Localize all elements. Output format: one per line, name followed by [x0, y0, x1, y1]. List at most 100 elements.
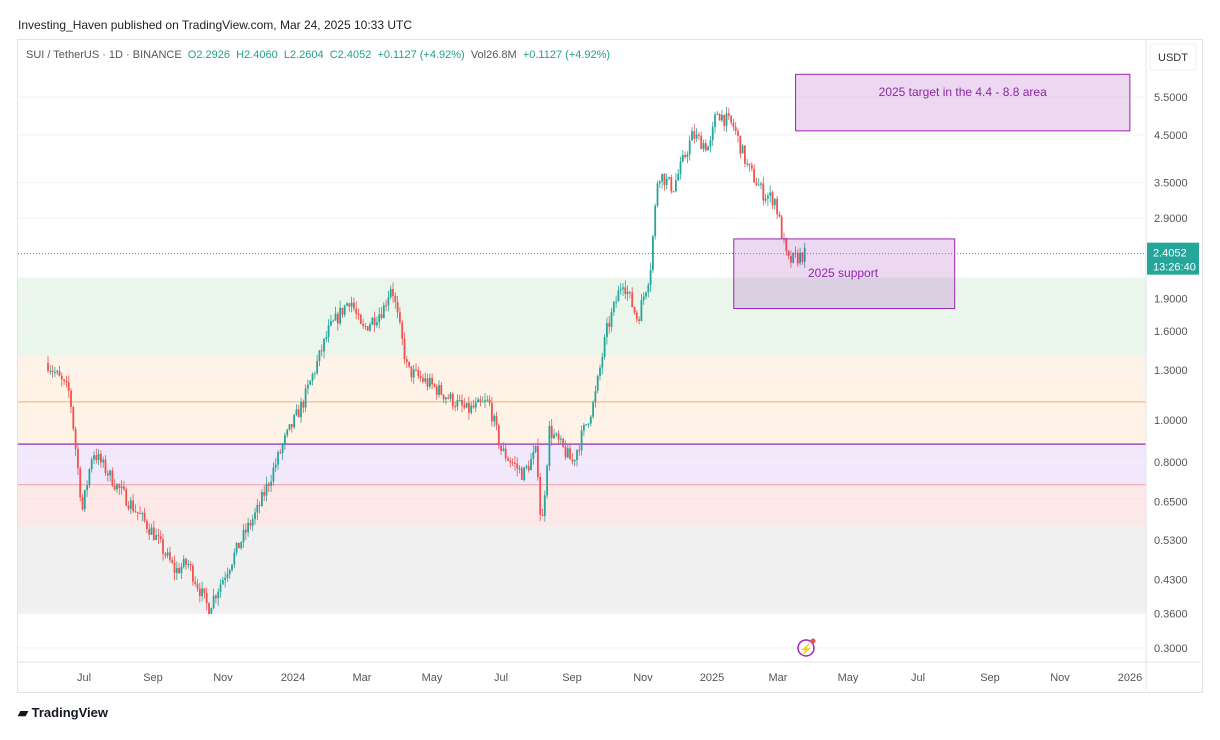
candle-body: [691, 131, 693, 141]
candle-body: [56, 371, 59, 373]
candle-body: [274, 464, 277, 468]
candle-body: [254, 512, 256, 520]
candle-body: [369, 324, 371, 331]
lightning-icon: [797, 639, 815, 657]
candle-body: [509, 460, 512, 463]
candle-body: [587, 423, 590, 425]
chart-frame: [17, 39, 1203, 693]
candle-body: [757, 184, 760, 186]
logo-icon: ▰: [18, 705, 28, 720]
close-value: C2.4052: [329, 49, 372, 61]
candle-body: [120, 486, 123, 488]
x-tick-label: May: [422, 672, 443, 684]
candle-body: [362, 323, 365, 326]
candle-body: [780, 216, 783, 239]
candle-body: [477, 399, 480, 403]
candle-body: [334, 313, 337, 321]
candle-body: [194, 581, 197, 585]
candle-body: [261, 492, 263, 506]
candle-body: [148, 529, 151, 535]
candle-body: [610, 312, 613, 327]
candle-body: [693, 131, 696, 139]
tradingview-logo[interactable]: ▰ TradingView: [18, 705, 108, 720]
candle-body: [385, 305, 388, 307]
candle-body: [81, 497, 84, 510]
candle-body: [343, 305, 346, 315]
candle-body: [456, 399, 459, 407]
candle-body: [313, 373, 316, 375]
candle-body: [463, 405, 466, 408]
candle-body: [656, 183, 659, 206]
candle-body: [339, 307, 342, 324]
candle-body: [178, 567, 181, 574]
open-value: O2.2926: [187, 49, 230, 61]
candle-body: [642, 296, 645, 301]
support-box: [733, 238, 956, 310]
candle-body: [435, 386, 438, 395]
candle-body: [215, 595, 217, 599]
candle-body: [417, 370, 420, 377]
candle-body: [51, 370, 54, 373]
candle-body: [727, 113, 730, 116]
candle-body: [83, 490, 86, 510]
x-tick-label: Jul: [911, 672, 925, 684]
candle-body: [238, 542, 240, 549]
x-tick-label: Nov: [633, 672, 653, 684]
countdown-value: 13:26:40: [1153, 262, 1196, 274]
candle-body: [270, 481, 273, 486]
candle-body: [180, 567, 183, 574]
candle-body: [527, 466, 530, 471]
candle-body: [419, 376, 422, 378]
x-tick-label: 2026: [1118, 672, 1142, 684]
candle-body: [769, 192, 772, 196]
candle-body: [102, 459, 105, 463]
candle-body: [698, 134, 700, 136]
candle-body: [97, 453, 100, 461]
candle-body: [734, 126, 737, 132]
candle-body: [330, 321, 332, 326]
x-tick-label: 2024: [281, 672, 305, 684]
candle-body: [654, 205, 657, 237]
candle-body: [718, 113, 721, 121]
candle-body: [88, 469, 91, 486]
candle-body: [663, 173, 666, 186]
candle-body: [277, 452, 279, 465]
candle-body: [776, 198, 779, 215]
candle-body: [615, 301, 618, 303]
candle-body: [242, 529, 245, 543]
candle-body: [320, 350, 323, 352]
candle-body: [415, 369, 417, 371]
target-label: 2025 target in the 4.4 - 8.8 area: [879, 85, 1047, 99]
candle-body: [695, 134, 698, 139]
last-price-badge: [1147, 242, 1199, 275]
candle-body: [401, 322, 404, 339]
candle-body: [109, 470, 112, 476]
notification-dot: [810, 638, 816, 644]
candle-body: [495, 415, 498, 426]
candle-body: [606, 323, 608, 338]
candle-body: [272, 467, 275, 482]
y-tick-label: 1.6000: [1154, 326, 1188, 338]
candle-body: [481, 401, 484, 403]
candle-body: [348, 303, 351, 307]
candle-body: [205, 592, 208, 604]
candle-body: [290, 424, 293, 428]
candle-body: [640, 300, 643, 322]
candle-body: [433, 384, 436, 387]
symbol-label[interactable]: SUI / TetherUS · 1D · BINANCE: [26, 49, 182, 61]
candle-body: [150, 527, 153, 535]
candle-body: [70, 390, 72, 407]
candle-body: [123, 486, 125, 490]
candle-body: [688, 140, 691, 155]
candle-body: [647, 284, 650, 293]
candle-body: [143, 512, 146, 521]
candle-body: [300, 401, 302, 418]
candle-body: [449, 393, 452, 399]
candle-body: [546, 465, 549, 496]
zone-band: [18, 526, 1146, 614]
x-tick-label: May: [838, 672, 859, 684]
candle-body: [325, 336, 328, 339]
candle-body: [258, 505, 261, 507]
candle-body: [134, 511, 137, 513]
